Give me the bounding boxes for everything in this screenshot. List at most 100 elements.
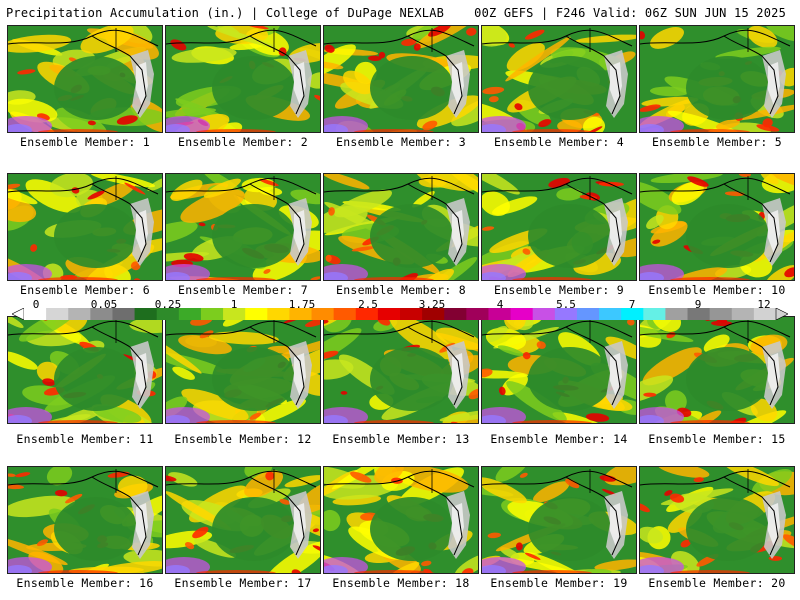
ensemble-member-label: Ensemble Member: 13 — [332, 432, 470, 446]
precipitation-map — [482, 467, 636, 573]
colorbar-min-arrow — [12, 308, 25, 320]
colorbar-segment — [687, 308, 711, 320]
colorbar-tick-label: 5.5 — [556, 298, 576, 311]
ensemble-map-panel — [165, 466, 321, 574]
precipitation-map — [640, 467, 794, 573]
precipitation-map — [8, 26, 162, 132]
colorbar-segment — [200, 308, 224, 320]
ensemble-map-panel — [481, 173, 637, 281]
colorbar-segment — [311, 308, 335, 320]
ensemble-map-panel — [7, 316, 163, 424]
colorbar-segment — [576, 308, 600, 320]
colorbar-segment — [444, 308, 467, 320]
ensemble-map-panel — [639, 25, 795, 133]
ensemble-map-panel — [323, 25, 479, 133]
ensemble-member-label: Ensemble Member: 5 — [651, 135, 783, 149]
colorbar-segment — [289, 308, 313, 320]
colorbar-segment — [223, 308, 246, 320]
colorbar-segment — [554, 308, 578, 320]
precipitation-map — [324, 467, 478, 573]
colorbar-segment — [665, 308, 689, 320]
product-title: Precipitation Accumulation (in.) | Colle… — [6, 6, 445, 20]
ensemble-map-panel — [481, 316, 637, 424]
colorbar-segment — [245, 308, 268, 320]
ensemble-member-label: Ensemble Member: 2 — [177, 135, 309, 149]
precipitation-map — [640, 174, 794, 280]
colorbar-segment — [731, 308, 755, 320]
ensemble-member-label: Ensemble Member: 16 — [16, 576, 154, 590]
colorbar-segment — [355, 308, 379, 320]
colorbar-segment — [377, 308, 401, 320]
colorbar-segment — [24, 308, 47, 320]
ensemble-member-label: Ensemble Member: 11 — [16, 432, 154, 446]
precipitation-map — [640, 317, 794, 423]
ensemble-member-label: Ensemble Member: 14 — [490, 432, 628, 446]
colorbar-tick-label: 2.5 — [358, 298, 378, 311]
precipitation-map — [8, 174, 162, 280]
ensemble-member-label: Ensemble Member: 9 — [493, 283, 625, 297]
colorbar-segment — [134, 308, 158, 320]
ensemble-member-label: Ensemble Member: 1 — [19, 135, 151, 149]
colorbar-tick-label: 0.25 — [154, 298, 182, 311]
ensemble-map-panel — [165, 173, 321, 281]
colorbar-tick-label: 9 — [694, 298, 702, 311]
ensemble-member-label: Ensemble Member: 17 — [174, 576, 312, 590]
ensemble-member-label: Ensemble Member: 7 — [177, 283, 309, 297]
ensemble-member-label: Ensemble Member: 12 — [174, 432, 312, 446]
colorbar-segment — [112, 308, 136, 320]
colorbar-tick-label: 3.25 — [418, 298, 446, 311]
colorbar-segment — [599, 308, 622, 320]
colorbar-tick-label: 1.75 — [288, 298, 316, 311]
precipitation-map — [482, 174, 636, 280]
ensemble-map-panel — [481, 25, 637, 133]
precipitation-map — [166, 467, 320, 573]
precipitation-map — [324, 174, 478, 280]
colorbar-segment — [46, 308, 69, 320]
colorbar-segment — [68, 308, 91, 320]
ensemble-map-panel — [639, 316, 795, 424]
ensemble-member-label: Ensemble Member: 6 — [19, 283, 151, 297]
precipitation-map — [482, 317, 636, 423]
colorbar-segment — [643, 308, 666, 320]
ensemble-map-panel — [7, 25, 163, 133]
precipitation-map — [166, 26, 320, 132]
colorbar-max-arrow — [775, 308, 788, 320]
precipitation-map — [324, 26, 478, 132]
colorbar-segment — [532, 308, 556, 320]
colorbar-segment — [488, 308, 512, 320]
model-run-valid-time: 00Z GEFS | F246 Valid: 06Z SUN JUN 15 20… — [474, 6, 786, 20]
ensemble-member-label: Ensemble Member: 10 — [648, 283, 786, 297]
ensemble-map-panel — [323, 466, 479, 574]
precipitation-map — [640, 26, 794, 132]
ensemble-member-label: Ensemble Member: 19 — [490, 576, 628, 590]
colorbar-tick-labels: 0 0.05 0.25 1 1.75 2.5 3.25 4 5.5 7 9 12 — [0, 298, 800, 311]
colorbar-tick-label: 12 — [757, 298, 771, 311]
ensemble-member-label: Ensemble Member: 4 — [493, 135, 625, 149]
ensemble-map-panel — [639, 173, 795, 281]
precipitation-map — [324, 317, 478, 423]
colorbar-tick-label: 0.05 — [90, 298, 118, 311]
ensemble-member-label: Ensemble Member: 20 — [648, 576, 786, 590]
colorbar-tick-label: 7 — [628, 298, 636, 311]
colorbar-segment — [510, 308, 534, 320]
ensemble-map-panel — [323, 316, 479, 424]
precipitation-map — [166, 317, 320, 423]
colorbar-tick-label: 4 — [496, 298, 504, 311]
precipitation-colorbar — [12, 308, 788, 320]
precipitation-map — [8, 317, 162, 423]
colorbar-segment — [422, 308, 445, 320]
colorbar-segment — [400, 308, 423, 320]
colorbar-segment — [753, 308, 777, 320]
colorbar-segment — [333, 308, 357, 320]
colorbar-tick-label: 0 — [32, 298, 40, 311]
colorbar-tick-label: 1 — [230, 298, 238, 311]
colorbar-segment — [267, 308, 290, 320]
ensemble-map-panel — [165, 25, 321, 133]
ensemble-member-label: Ensemble Member: 3 — [335, 135, 467, 149]
precipitation-map — [482, 26, 636, 132]
colorbar-segment — [90, 308, 113, 320]
colorbar-segment — [178, 308, 202, 320]
ensemble-member-label: Ensemble Member: 18 — [332, 576, 470, 590]
colorbar-segment — [156, 308, 180, 320]
ensemble-member-label: Ensemble Member: 8 — [335, 283, 467, 297]
